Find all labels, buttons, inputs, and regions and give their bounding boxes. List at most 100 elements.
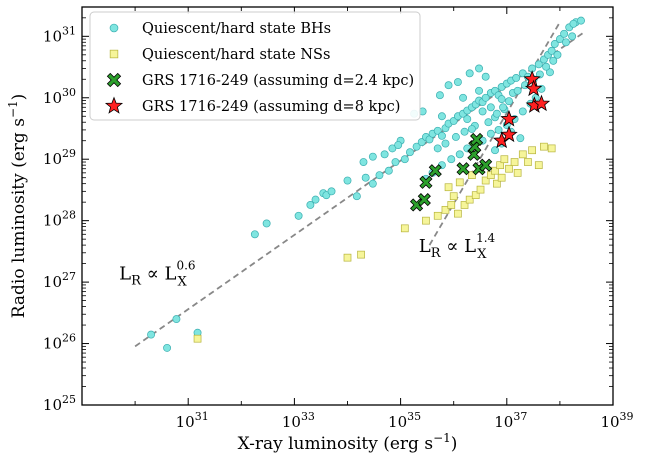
series-1-point bbox=[491, 146, 499, 155]
series-1-point bbox=[553, 50, 562, 59]
series-2-point bbox=[471, 191, 480, 200]
series-1-point bbox=[444, 81, 453, 90]
legend-marker-3 bbox=[106, 72, 122, 88]
series-4 bbox=[492, 70, 551, 149]
series-2-point bbox=[449, 192, 458, 201]
series-1-point bbox=[562, 38, 570, 47]
series-1-point bbox=[306, 201, 315, 209]
legend-label-2: Quiescent/hard state NSs bbox=[142, 47, 330, 63]
series-2-point bbox=[422, 216, 430, 225]
series-1-point bbox=[391, 158, 400, 166]
series-1-point bbox=[361, 173, 370, 182]
series-1-point bbox=[400, 155, 409, 164]
series-2-point bbox=[465, 195, 474, 204]
series-2-point bbox=[455, 178, 464, 187]
series-1-point bbox=[172, 315, 181, 324]
series-1-point bbox=[475, 64, 483, 73]
series-1-point bbox=[534, 60, 543, 69]
series-2-point bbox=[497, 173, 506, 182]
series-2-point bbox=[486, 171, 495, 180]
legend-label-1: Quiescent/hard state BHs bbox=[142, 21, 331, 37]
y-tick-label: 1029 bbox=[43, 147, 76, 168]
series-1-point bbox=[433, 144, 442, 153]
series-4-point bbox=[500, 109, 518, 127]
series-1-point bbox=[262, 219, 271, 228]
series-1-point bbox=[384, 166, 393, 175]
series-1-point bbox=[463, 115, 472, 124]
series-1-point bbox=[294, 211, 303, 220]
series-2-point bbox=[505, 164, 513, 173]
series-3-point bbox=[479, 158, 493, 172]
series-1-point bbox=[147, 330, 156, 339]
series-1-point bbox=[494, 125, 503, 134]
series-2-point bbox=[500, 155, 509, 164]
series-1-point bbox=[550, 40, 559, 48]
series-1-point bbox=[492, 109, 501, 118]
series-4-point bbox=[524, 79, 543, 97]
annotation-2: LR ∝ L1.4 X bbox=[419, 231, 496, 262]
legend-label-4: GRS 1716-249 (assuming d=8 kpc) bbox=[142, 99, 400, 115]
x-tick-label: 1033 bbox=[282, 410, 315, 431]
series-1-point bbox=[475, 86, 483, 95]
series-1-point bbox=[447, 155, 456, 164]
fit-line-0.6 bbox=[134, 30, 586, 348]
series-1-point bbox=[555, 35, 564, 44]
series-1-point bbox=[250, 230, 259, 239]
series-3-point bbox=[428, 164, 442, 178]
series-1-point bbox=[417, 138, 426, 147]
series-1-point bbox=[380, 150, 389, 159]
series-2 bbox=[193, 142, 556, 343]
series-1-point bbox=[481, 72, 490, 81]
series-2-point bbox=[447, 201, 456, 209]
series-1-point bbox=[481, 93, 490, 102]
series-2-point bbox=[510, 158, 519, 166]
series-1-point bbox=[394, 141, 403, 150]
series-1-point bbox=[368, 152, 377, 161]
series-1-point bbox=[486, 129, 495, 138]
series-2-point bbox=[400, 224, 409, 233]
series-2-point bbox=[468, 171, 476, 180]
series-1-point bbox=[327, 187, 336, 196]
series-1-point bbox=[460, 127, 469, 136]
series-3 bbox=[410, 132, 493, 212]
series-1-point bbox=[455, 150, 464, 159]
series-1-point bbox=[441, 139, 450, 148]
x-axis-label: X-ray luminosity (erg s−1) bbox=[238, 431, 458, 454]
series-2-point bbox=[493, 179, 501, 188]
series-4-point bbox=[523, 70, 541, 87]
y-axis-label: Radio luminosity (erg s−1) bbox=[6, 94, 29, 319]
series-1-point bbox=[499, 103, 508, 112]
y-tick-label: 1025 bbox=[43, 393, 76, 414]
series-2-point bbox=[540, 142, 548, 151]
series-1-point bbox=[547, 46, 556, 55]
annotations: LR ∝ L0.6 X LR ∝ L1.4 X bbox=[119, 231, 495, 290]
series-2-point bbox=[476, 185, 485, 194]
series-2-point bbox=[528, 146, 536, 155]
series-1-point bbox=[437, 131, 446, 140]
series-1-point bbox=[412, 142, 421, 151]
series-2-point bbox=[193, 334, 202, 343]
series-2-point bbox=[524, 158, 532, 166]
y-tick-label: 1028 bbox=[43, 209, 76, 230]
series-1-point bbox=[343, 176, 352, 185]
series-2-point bbox=[357, 250, 365, 259]
series-1-point bbox=[569, 19, 578, 28]
series-2-point bbox=[496, 161, 505, 170]
legend-label-3: GRS 1716-249 (assuming d=2.4 kpc) bbox=[142, 73, 414, 89]
series-1-point bbox=[549, 56, 558, 65]
series-2-point bbox=[513, 168, 522, 177]
series-1-point bbox=[435, 91, 444, 100]
series-1-point bbox=[352, 192, 361, 201]
data-points bbox=[147, 16, 585, 352]
series-2-point bbox=[518, 150, 527, 159]
series-1-point bbox=[437, 112, 446, 121]
series-1-point bbox=[568, 32, 577, 41]
y-tick-label: 1031 bbox=[43, 24, 76, 45]
series-1-point bbox=[497, 95, 506, 104]
series-1-point bbox=[375, 171, 384, 180]
series-2-point bbox=[444, 183, 453, 192]
series-1-point bbox=[368, 179, 377, 188]
y-tick-label: 1026 bbox=[43, 332, 76, 353]
series-1-point bbox=[459, 93, 468, 102]
